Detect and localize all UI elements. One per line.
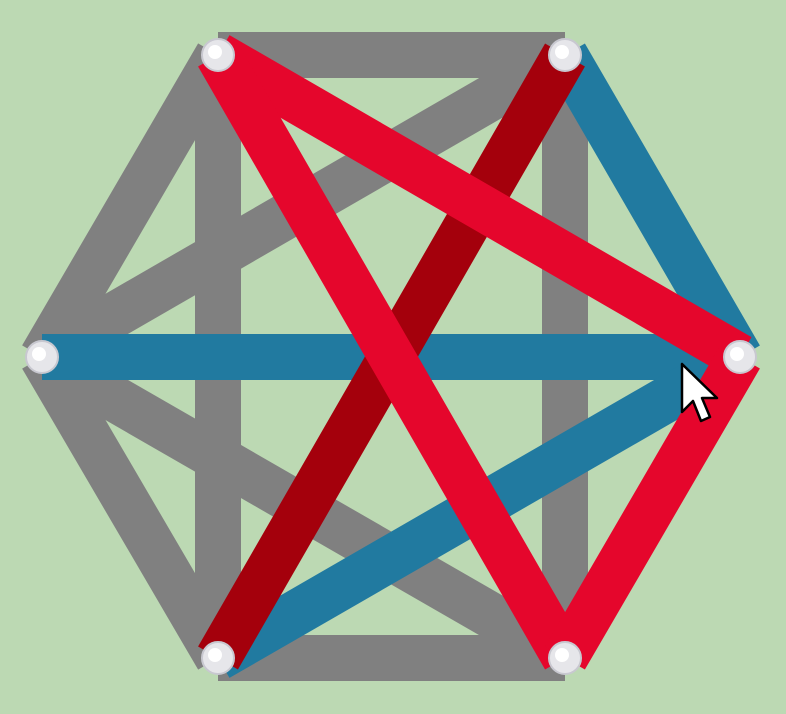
edge-right-bottom-right-red <box>545 345 760 670</box>
vertex-top-right[interactable] <box>548 38 582 72</box>
mouse-cursor-icon <box>680 362 719 423</box>
vertices-layer <box>25 38 757 675</box>
edges-layer <box>22 32 760 681</box>
vertex-right[interactable] <box>723 340 757 374</box>
edge-left-bottom-left-gray <box>22 345 238 670</box>
vertex-top-left[interactable] <box>201 38 235 72</box>
edge-top-left-bottom-right-red <box>198 43 585 670</box>
edge-left-top-left-gray <box>22 43 238 369</box>
vertex-bottom-right[interactable] <box>548 641 582 675</box>
edge-top-left-right-red <box>206 35 752 377</box>
edge-top-right-right-blue <box>545 43 760 369</box>
vertex-bottom-left[interactable] <box>201 641 235 675</box>
vertex-left[interactable] <box>25 340 59 374</box>
